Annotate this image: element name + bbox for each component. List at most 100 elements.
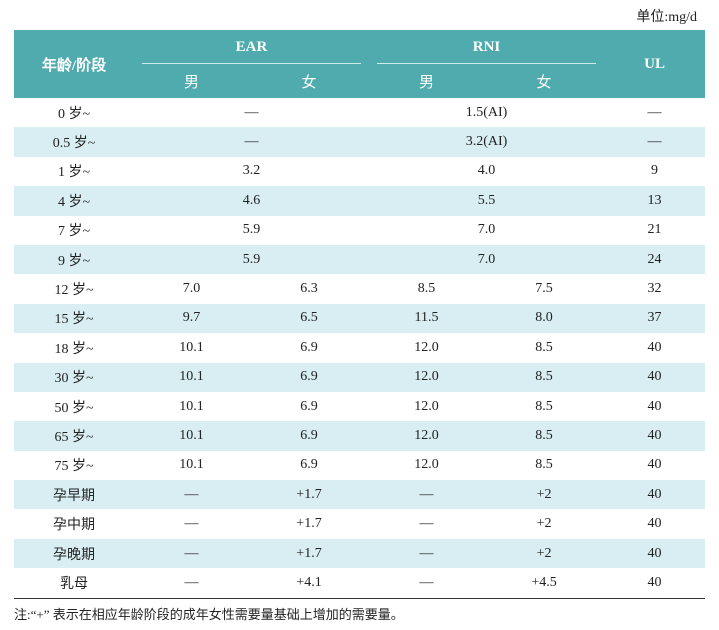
table-cell: 孕早期 — [14, 480, 134, 510]
table-cell: 15 岁~ — [14, 303, 134, 334]
table-cell: 7.0 — [182, 281, 201, 297]
table-cell: 6.9 — [300, 457, 318, 473]
table-row: 12 岁~ 7.0 6.3 8.5 7.5 32 — [14, 274, 705, 303]
table-row: 30 岁~ 10.1 6.9 12.0 8.5 40 — [14, 362, 706, 392]
table-cell: 4 岁~ — [14, 186, 134, 216]
table-cell: 6.9 — [249, 421, 370, 451]
table-cell: — — [604, 127, 706, 157]
table-cell: 8.5 — [535, 339, 553, 355]
table-cell: 3.2 — [242, 163, 261, 179]
table-cell: 6.9 — [300, 339, 318, 355]
table-cell: 12 岁~ — [54, 283, 94, 299]
table-cell: 5.9 — [134, 244, 370, 275]
table-cell: 75 岁~ — [54, 459, 94, 475]
table-row: 15 岁~ 9.7 6.5 11.5 8.0 37 — [14, 303, 706, 334]
table-cell: 4.0 — [477, 163, 496, 179]
table-cell: — — [244, 104, 259, 120]
table-cell: 6.9 — [249, 362, 370, 392]
table-cell: 50 岁~ — [54, 400, 94, 416]
header-cell: UL — [604, 30, 706, 98]
table-row: 0 岁~ — 1.5(AI) — — [14, 98, 705, 127]
table-cell: 40 — [647, 574, 662, 590]
table-cell: 乳母 — [60, 576, 88, 592]
table-cell: 7.0 — [477, 222, 496, 238]
table-cell: 10.1 — [179, 398, 204, 414]
table-cell: 8.5 — [484, 421, 605, 451]
table-cell: 7 岁~ — [57, 224, 91, 240]
table-body: 0 岁~ —1.5(AI) —0.5 岁~ —3.2(AI) —1 岁~ 3.2 4.0 9 4… — [14, 98, 706, 598]
table-cell: 5.9 — [242, 222, 261, 238]
table-cell: 32 — [647, 281, 662, 297]
table-cell: 8.0 — [484, 303, 605, 334]
table-cell: 4.6 — [134, 186, 370, 216]
table-row: 50 岁~ 10.1 6.9 12.0 8.5 40 — [14, 392, 705, 421]
table-cell: 9 — [651, 163, 659, 179]
table-cell: 40 — [604, 421, 706, 451]
table-cell: 12.0 — [414, 339, 439, 355]
table-cell: 0.5 岁~ — [14, 127, 134, 157]
table-cell: +4.5 — [531, 574, 557, 590]
table-cell: 40 — [604, 480, 706, 510]
header-cell: 男 — [134, 64, 249, 98]
unit-label: 单位:mg/d — [636, 10, 697, 25]
table-cell: 6.5 — [249, 303, 370, 334]
table-row: 孕晚期 — +1.7— +2 40 — [14, 538, 706, 569]
table-row: 18 岁~ 10.1 6.9 12.0 8.5 40 — [14, 333, 705, 362]
table-cell: +2 — [484, 538, 605, 569]
table-cell: 6.3 — [300, 281, 318, 297]
table-row: 7 岁~ 5.9 7.0 21 — [14, 216, 705, 245]
table-cell: 8.5 — [417, 281, 436, 297]
table-cell: 10.1 — [179, 457, 204, 473]
table-cell: 1 岁~ — [57, 165, 91, 181]
table-cell: — — [369, 538, 485, 569]
table-cell: 7.0 — [369, 244, 605, 275]
table: 年龄/阶段 EAR RNI UL 男 女 男 女 0 岁~ —1.5(AI) —0.… — [14, 30, 706, 599]
table-cell: +2 — [536, 516, 552, 532]
header-cell: 女 — [484, 64, 605, 98]
table-row: 0.5 岁~ —3.2(AI) — — [14, 127, 706, 157]
table-cell: — — [184, 574, 199, 590]
table-cell: 37 — [604, 303, 706, 334]
table-cell: 孕中期 — [53, 518, 95, 534]
table-cell: — — [419, 574, 434, 590]
table-cell: — — [134, 480, 249, 510]
table-cell: 9.7 — [134, 303, 249, 334]
header-cell: 女 — [249, 64, 370, 98]
header-cell: 年龄/阶段 — [14, 30, 134, 98]
table-cell: 8.5 — [484, 362, 605, 392]
table-cell: +4.1 — [296, 574, 322, 590]
table-cell: 30 岁~ — [14, 362, 134, 392]
table-row: 1 岁~ 3.2 4.0 9 — [14, 157, 705, 186]
table-row: 75 岁~ 10.1 6.9 12.0 8.5 40 — [14, 451, 705, 480]
table-cell: — — [647, 104, 662, 120]
table-row: 9 岁~ 5.9 7.0 24 — [14, 244, 706, 275]
table-row: 65 岁~ 10.1 6.9 12.0 8.5 40 — [14, 421, 706, 451]
table-cell: 6.9 — [300, 398, 318, 414]
table-cell: 18 岁~ — [54, 341, 94, 357]
table-cell: 12.0 — [414, 398, 439, 414]
table-cell: +1.7 — [249, 480, 370, 510]
table-cell: 7.5 — [535, 281, 553, 297]
table-cell: 孕晚期 — [14, 538, 134, 569]
table-cell: 13 — [604, 186, 706, 216]
table-cell: 12.0 — [369, 421, 485, 451]
table-cell: 21 — [647, 222, 662, 238]
table-cell: 5.5 — [369, 186, 605, 216]
table-cell: 8.5 — [535, 398, 553, 414]
table-cell: 40 — [647, 516, 662, 532]
table-cell: 40 — [647, 398, 662, 414]
footnote: 注:“+” 表示在相应年龄阶段的成年女性需要量基础上增加的需要量。 — [14, 607, 404, 622]
table-row: 乳母 — +4.1 — +4.5 40 — [14, 568, 705, 598]
table-cell: 0 岁~ — [57, 106, 91, 122]
table-cell: 10.1 — [134, 421, 249, 451]
table-cell: — — [419, 516, 434, 532]
table-row: 4 岁~ 4.6 5.5 13 — [14, 186, 706, 216]
table-cell: 10.1 — [134, 362, 249, 392]
table-cell: 1.5(AI) — [465, 104, 508, 120]
table-cell: 12.0 — [414, 457, 439, 473]
table-cell: — — [369, 480, 485, 510]
table-cell: 40 — [647, 457, 662, 473]
table-cell: 10.1 — [179, 339, 204, 355]
table-cell: 11.5 — [369, 303, 485, 334]
